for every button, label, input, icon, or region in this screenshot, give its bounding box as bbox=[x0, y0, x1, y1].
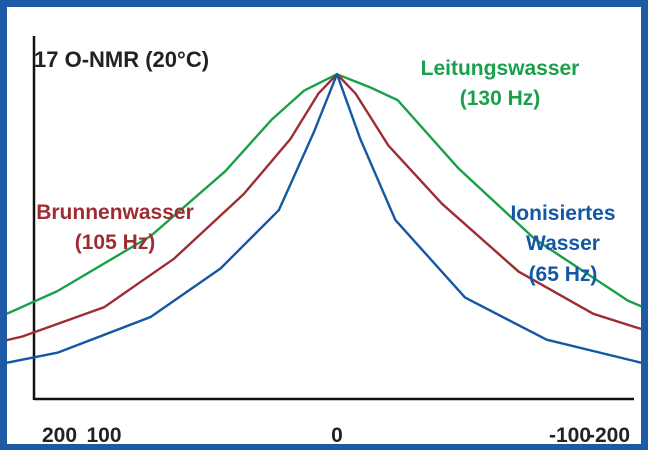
x-tick-label: -200 bbox=[588, 424, 630, 447]
series-label-line: (105 Hz) bbox=[30, 228, 200, 258]
series-label-line: Leitungswasser bbox=[400, 54, 600, 84]
series-label-line: (130 Hz) bbox=[400, 84, 600, 114]
x-tick-label: 100 bbox=[86, 424, 121, 447]
series-label-leitungswasser: Leitungswasser (130 Hz) bbox=[400, 54, 600, 115]
x-tick-label: 0 bbox=[331, 424, 343, 447]
series-label-line: Brunnenwasser bbox=[30, 198, 200, 228]
series-label-ionisiertes-wasser: Ionisiertes Wasser (65 Hz) bbox=[488, 199, 638, 290]
series-label-line: Ionisiertes bbox=[488, 199, 638, 229]
x-tick-label: -100 bbox=[549, 424, 591, 447]
series-label-brunnenwasser: Brunnenwasser (105 Hz) bbox=[30, 198, 200, 259]
chart-title: 17 O-NMR (20°C) bbox=[34, 44, 209, 76]
series-label-line: Wasser bbox=[488, 229, 638, 259]
x-tick-label: 200 bbox=[42, 424, 77, 447]
series-label-line: (65 Hz) bbox=[488, 260, 638, 290]
